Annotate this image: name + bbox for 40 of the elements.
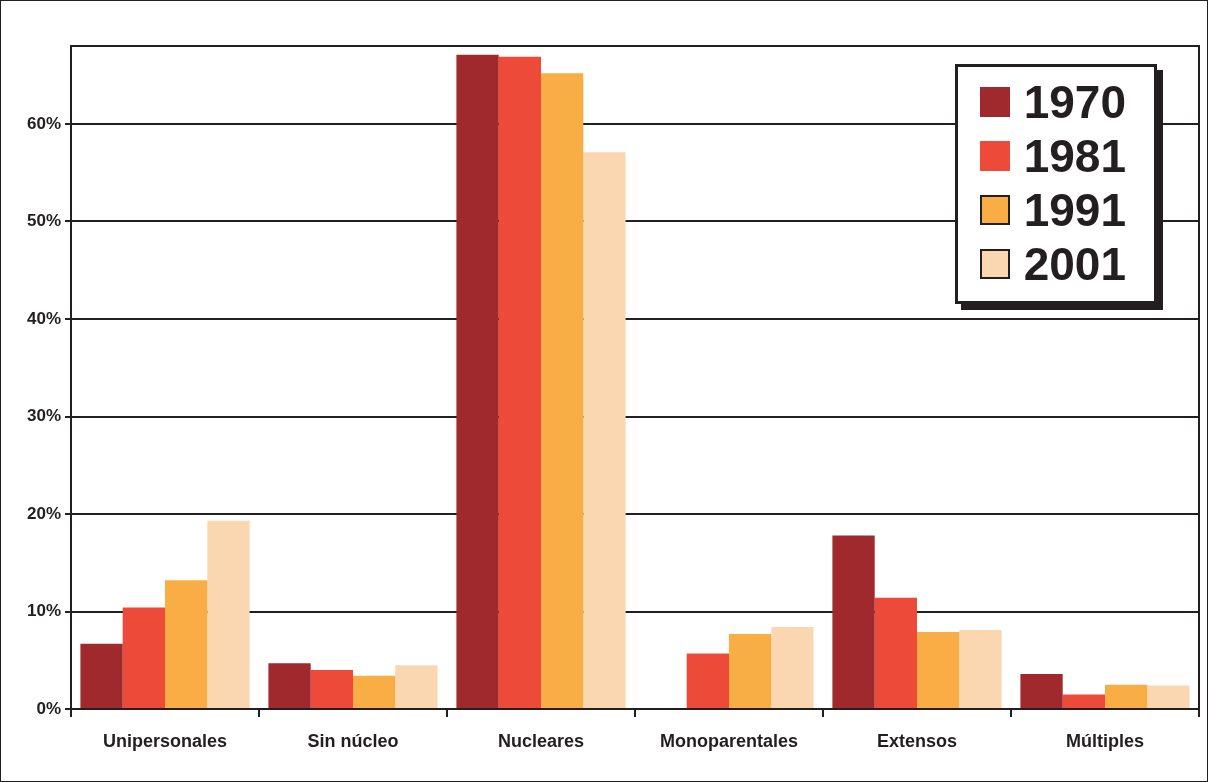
x-tick-label: Múltiples bbox=[1065, 730, 1145, 751]
bar bbox=[456, 54, 499, 708]
bar bbox=[959, 630, 1002, 708]
bar bbox=[729, 633, 772, 708]
y-tick-label: 40% bbox=[26, 308, 61, 328]
bar bbox=[771, 627, 814, 708]
bar bbox=[498, 56, 541, 708]
x-tick-label: Unipersonales bbox=[102, 730, 228, 751]
bar bbox=[686, 653, 729, 708]
bar bbox=[1105, 684, 1148, 708]
y-tick-label: 20% bbox=[26, 503, 61, 523]
bar bbox=[165, 580, 208, 708]
bar bbox=[1020, 673, 1063, 708]
bar bbox=[1147, 685, 1190, 708]
legend-label: 1991 bbox=[1023, 184, 1126, 236]
bar bbox=[583, 152, 626, 708]
bar bbox=[832, 535, 875, 708]
x-tick-label: Sin núcleo bbox=[307, 730, 399, 751]
bar bbox=[310, 670, 353, 708]
x-tick-label: Monoparentales bbox=[659, 730, 799, 751]
bar bbox=[874, 597, 917, 708]
bar bbox=[268, 663, 311, 708]
x-tick-label: Nucleares bbox=[497, 730, 585, 751]
bar bbox=[541, 73, 584, 708]
y-tick-label: 50% bbox=[26, 211, 61, 231]
legend-label: 1981 bbox=[1023, 130, 1126, 182]
bar bbox=[353, 675, 396, 708]
bar bbox=[80, 643, 123, 708]
bar bbox=[1062, 694, 1105, 708]
bar bbox=[207, 520, 250, 708]
bar bbox=[917, 631, 960, 708]
y-tick-label: 60% bbox=[26, 113, 61, 133]
bar bbox=[395, 665, 438, 708]
x-tick-label: Extensos bbox=[876, 730, 958, 751]
y-tick-label: 30% bbox=[26, 406, 61, 426]
y-tick-label: 10% bbox=[26, 601, 61, 621]
legend-label: 2001 bbox=[1023, 238, 1126, 290]
y-tick-label: 0% bbox=[36, 698, 61, 718]
legend-label: 1970 bbox=[1023, 76, 1126, 128]
bar bbox=[122, 607, 165, 708]
